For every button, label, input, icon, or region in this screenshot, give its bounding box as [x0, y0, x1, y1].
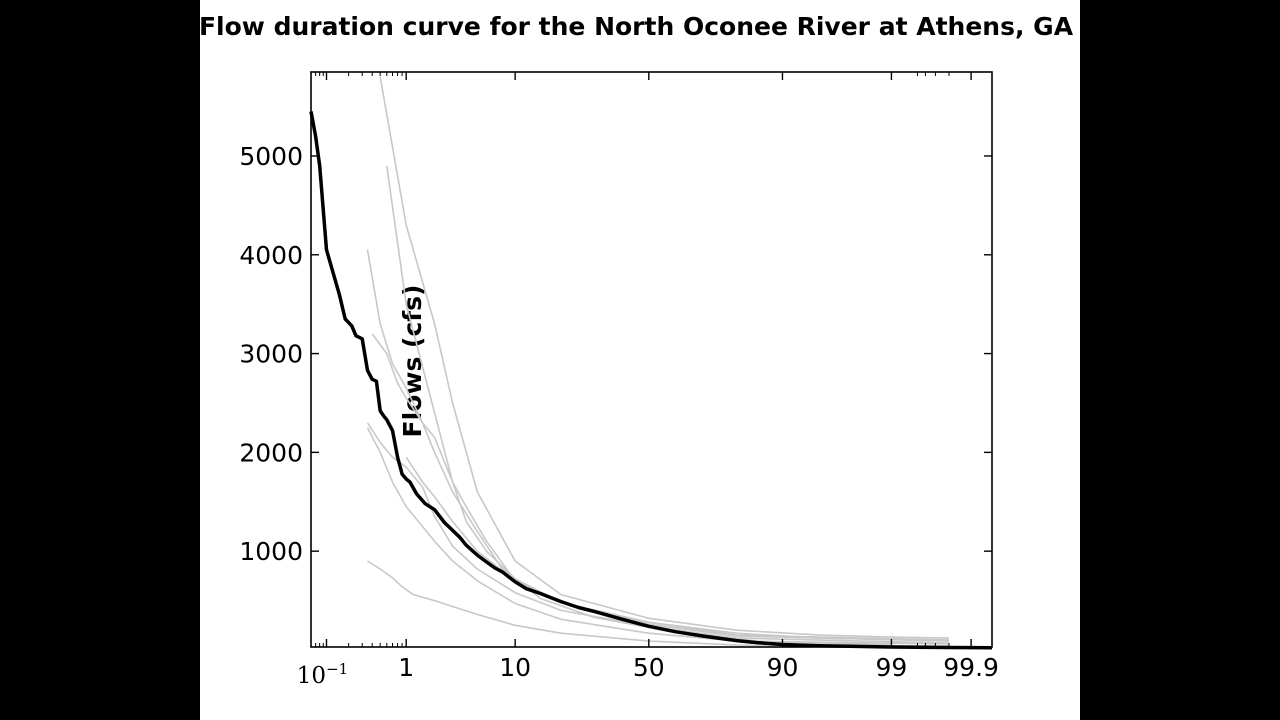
y-tick-label-4000: 4000: [239, 241, 303, 270]
flow-duration-chart: Flow duration curve for the North Oconee…: [200, 12, 1074, 689]
main-series-group: [309, 111, 993, 650]
background-series-line-1: [379, 76, 950, 639]
x-tick-label-50: 50: [633, 653, 665, 682]
chart-title: Flow duration curve for the North Oconee…: [200, 12, 1074, 41]
y-tick-label-5000: 5000: [239, 142, 303, 171]
plot-frame: [310, 71, 993, 648]
x-tick-label-99.9: 99.9: [943, 653, 999, 682]
y-tick-label-2000: 2000: [239, 438, 303, 467]
background-series-line-3: [366, 249, 892, 646]
y-axis-ticks: 1000 2000 3000 4000 5000: [239, 142, 992, 566]
background-series-group: [366, 76, 950, 647]
main-series-line: [309, 111, 993, 650]
background-series-line-8: [371, 333, 950, 642]
x-tick-label-10: 10: [499, 653, 531, 682]
background-series-line-7: [405, 456, 950, 641]
x-tick-label-1: 1: [398, 653, 414, 682]
y-tick-label-3000: 3000: [239, 340, 303, 369]
background-series-line-5: [366, 427, 950, 645]
background-series-line-2: [386, 165, 950, 641]
x-tick-label-ten-to-minus-one: 10−1: [297, 660, 348, 689]
x-tick-label-99: 99: [876, 653, 908, 682]
y-axis-label: Flows (cfs): [398, 285, 427, 438]
x-axis-ticks: 10−1 1 10 50 90 99 99.9: [297, 72, 999, 689]
x-tick-label-90: 90: [767, 653, 799, 682]
chart-figure: Flow duration curve for the North Oconee…: [200, 0, 1080, 720]
y-tick-label-1000: 1000: [239, 537, 303, 566]
